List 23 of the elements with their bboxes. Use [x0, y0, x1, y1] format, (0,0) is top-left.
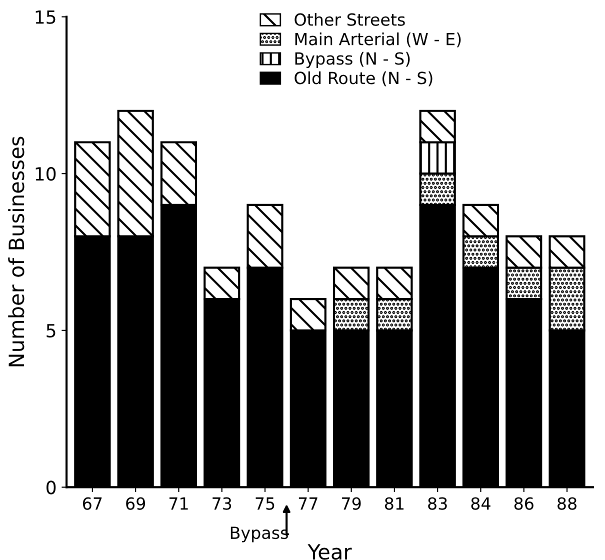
legend-label: Old Route (N - S) — [294, 71, 432, 86]
x-tick-label: 73 — [212, 497, 232, 510]
text: Bypass — [230, 526, 288, 542]
y-tick-label: 15 — [36, 10, 56, 24]
x-tick-label: 69 — [126, 497, 146, 510]
x-tick-label: 83 — [428, 497, 447, 510]
legend-label: Other Streets — [294, 12, 405, 26]
y-tick-label: 5 — [46, 324, 56, 338]
x-tick-label: 88 — [558, 497, 576, 510]
x-tick-label: 75 — [256, 497, 274, 510]
x-tick-label: 84 — [471, 497, 490, 510]
y-axis-title: Number of Businesses — [8, 136, 24, 366]
x-axis-title: Year — [308, 544, 352, 560]
y-tick-label: 0 — [46, 480, 56, 494]
y-tick-label: 10 — [36, 167, 56, 181]
x-tick-label: 77 — [298, 497, 318, 510]
x-tick-label: 67 — [82, 497, 102, 510]
x-tick-label: 79 — [342, 497, 361, 510]
legend-label: Main Arterial (W - E) — [295, 32, 461, 48]
legend-label: Bypass (N - S) — [295, 52, 410, 68]
x-tick-label: 86 — [514, 497, 534, 510]
x-tick-label: 71 — [169, 497, 188, 510]
x-tick-label: 81 — [384, 497, 404, 510]
